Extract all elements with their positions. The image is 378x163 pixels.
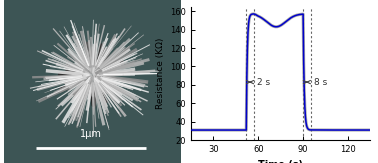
X-axis label: Time (s): Time (s) (258, 160, 303, 163)
Text: 1μm: 1μm (80, 129, 102, 139)
Y-axis label: Resistance (KΩ): Resistance (KΩ) (156, 38, 164, 109)
Text: 8 s: 8 s (314, 78, 328, 87)
Text: 2 s: 2 s (257, 78, 271, 87)
